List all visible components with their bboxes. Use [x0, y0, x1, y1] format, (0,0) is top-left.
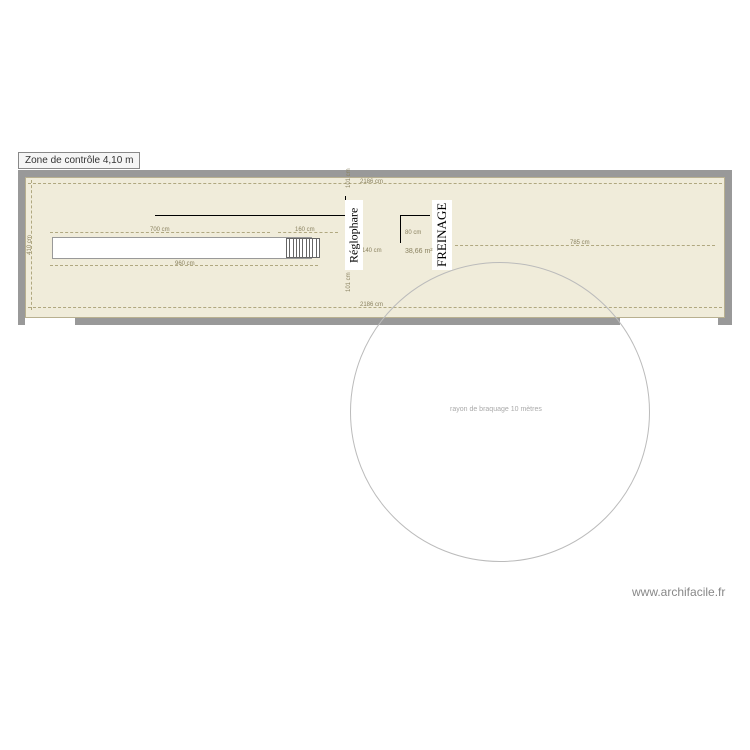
inspection-pit: [52, 237, 312, 259]
dim-bot-text: 2186 cm: [360, 302, 383, 308]
title-text: Zone de contrôle 4,10 m: [25, 155, 133, 166]
area-text: 38,66 m²: [405, 248, 433, 255]
dim-mid-v-text: 101 cm: [346, 168, 352, 188]
wall-seg-4: [400, 215, 401, 243]
door-left: [25, 318, 75, 325]
wall-seg-3: [400, 215, 430, 216]
door-right: [620, 318, 718, 325]
watermark: www.archifacile.fr: [632, 585, 725, 599]
wall-seg-1: [155, 215, 345, 216]
label-reglophare-text: Réglophare: [347, 207, 362, 262]
label-freinage: FREINAGE: [432, 200, 452, 270]
dim-160-text: 160 cm: [295, 227, 315, 233]
dim-left-text: 410 cm: [27, 235, 33, 255]
stair-tread: [317, 239, 319, 257]
dim-140-text: 140 cm: [362, 248, 382, 254]
dim-80-text: 80 cm: [405, 230, 421, 236]
label-reglophare: Réglophare: [345, 200, 363, 270]
title-box: Zone de contrôle 4,10 m: [18, 152, 140, 169]
stairs: [286, 238, 320, 258]
label-freinage-text: FREINAGE: [434, 203, 450, 267]
dim-700-text: 700 cm: [150, 227, 170, 233]
circle-label: rayon de braquage 10 mètres: [450, 406, 542, 413]
dim-top-text: 2186 cm: [360, 179, 383, 185]
dim-mid-v2-text: 101 cm: [346, 272, 352, 292]
dim-785-text: 785 cm: [570, 240, 590, 246]
dim-960-text: 960 cm: [175, 261, 195, 267]
